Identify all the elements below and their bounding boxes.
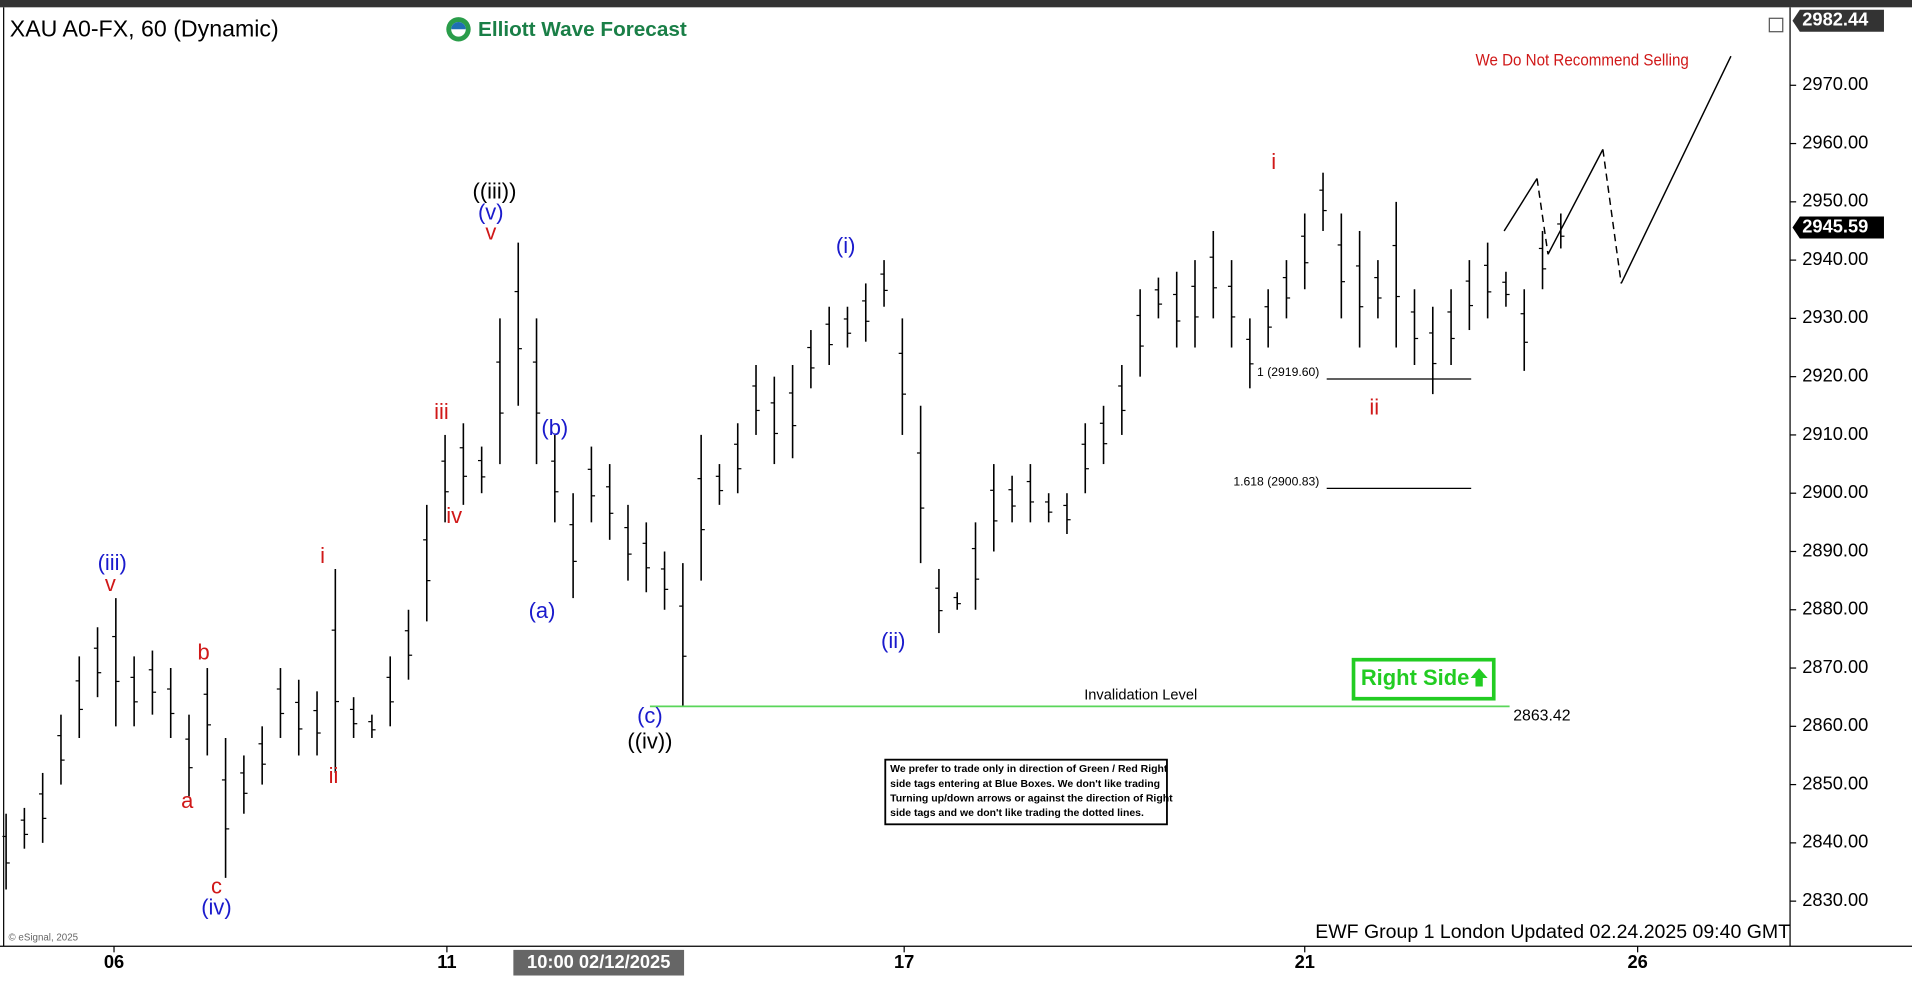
wave-label: b xyxy=(198,639,210,664)
wave-label: (v) xyxy=(478,199,504,224)
brand: Elliott Wave Forecast xyxy=(478,18,687,41)
fib-label: 1 (2919.60) xyxy=(1257,365,1319,379)
y-tick-label: 2930.00 xyxy=(1802,306,1868,327)
x-tick-label: 26 xyxy=(1627,951,1647,972)
right-side-badge xyxy=(1351,657,1496,701)
wave-label: (b) xyxy=(541,415,568,440)
wave-label: ii xyxy=(329,763,339,788)
y-tick-label: 2850.00 xyxy=(1802,772,1868,793)
wave-label: (a) xyxy=(529,598,556,623)
fib-label: 1.618 (2900.83) xyxy=(1233,474,1319,488)
wave-label: iv xyxy=(446,503,462,528)
y-tick-label: 2900.00 xyxy=(1802,481,1868,502)
y-tick-label: 2920.00 xyxy=(1802,364,1868,385)
note-line: Turning up/down arrows or against the di… xyxy=(890,793,1173,804)
y-tick-label: 2880.00 xyxy=(1802,598,1868,619)
y-tick-label: 2940.00 xyxy=(1802,248,1868,269)
wave-label: a xyxy=(181,788,194,813)
toolbar-icon[interactable] xyxy=(1768,17,1784,33)
invalidation-label: Invalidation Level xyxy=(1084,687,1197,703)
x-tick-label: 11 xyxy=(437,951,456,972)
projection-segment xyxy=(1547,149,1604,255)
note-line: side tags entering at Blue Boxes. We don… xyxy=(890,779,1160,790)
wave-label: (c) xyxy=(637,703,663,728)
wave-label: (iii) xyxy=(98,550,127,575)
projection-segment xyxy=(1503,178,1538,232)
y-tick-label: 2910.00 xyxy=(1802,423,1868,444)
wave-label: i xyxy=(320,543,325,568)
y-tick-label: 2840.00 xyxy=(1802,831,1868,852)
wave-label: ((iv)) xyxy=(627,728,672,753)
top-bar xyxy=(0,0,1912,8)
invalidation-value: 2863.42 xyxy=(1513,707,1570,724)
wave-label: (i) xyxy=(836,233,856,258)
x-tick-label: 06 xyxy=(104,951,124,972)
right-side-label: Right Side xyxy=(1361,665,1469,690)
wave-label: (ii) xyxy=(881,628,905,653)
cursor-label: 10:00 02/12/2025 xyxy=(527,951,670,972)
y-tick-label: 2860.00 xyxy=(1802,714,1868,735)
note-box xyxy=(884,758,1168,826)
x-tick-label: 17 xyxy=(894,951,914,972)
footer: EWF Group 1 London Updated 02.24.2025 09… xyxy=(1315,921,1790,943)
wave-label: i xyxy=(1271,149,1276,174)
wave-label: ((iii)) xyxy=(473,178,517,203)
top-price-label: 2982.44 xyxy=(1802,9,1869,30)
brand-logo xyxy=(446,17,471,42)
projection-segment xyxy=(1602,149,1622,284)
note-line: We prefer to trade only in direction of … xyxy=(890,764,1168,775)
y-tick-label: 2870.00 xyxy=(1802,656,1868,677)
note-line: side tags and we don't like trading the … xyxy=(890,808,1144,819)
projection-segment xyxy=(1536,178,1549,255)
copyright: © eSignal, 2025 xyxy=(9,932,79,943)
wave-label: v xyxy=(485,220,496,245)
projection-segment xyxy=(1620,55,1732,284)
y-tick-label: 2950.00 xyxy=(1802,190,1868,211)
wave-label: iii xyxy=(434,399,449,424)
y-tick-label: 2830.00 xyxy=(1802,889,1868,910)
wave-label: (iv) xyxy=(201,895,231,920)
top-price-box xyxy=(1792,9,1884,32)
warning: We Do Not Recommend Selling xyxy=(1475,50,1688,69)
wave-label: ii xyxy=(1369,395,1379,420)
last-price-box xyxy=(1792,216,1884,239)
last-price-label: 2945.59 xyxy=(1802,215,1868,236)
y-tick-label: 2960.00 xyxy=(1802,131,1868,152)
wave-label: v xyxy=(105,571,116,596)
wave-label: c xyxy=(211,874,222,899)
x-tick-label: 21 xyxy=(1295,951,1315,972)
cursor-box xyxy=(513,949,685,976)
y-tick-label: 2970.00 xyxy=(1802,73,1868,94)
chart-title: XAU A0-FX, 60 (Dynamic) xyxy=(10,16,279,42)
y-tick-label: 2890.00 xyxy=(1802,539,1868,560)
